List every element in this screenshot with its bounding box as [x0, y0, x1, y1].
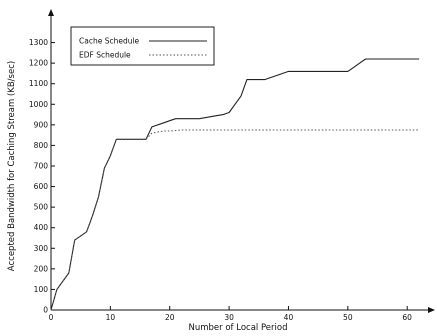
y-ticks: 0 100 200 300 400 500 600 700 800 900 1000 1100 1200…	[29, 38, 55, 315]
x-tick-label: 0	[49, 313, 54, 322]
y-axis-arrow-icon	[48, 9, 54, 16]
legend-box	[70, 26, 215, 66]
x-axis-arrow-icon	[428, 307, 435, 313]
y-tick-label: 400	[34, 223, 49, 232]
x-tick-label: 10	[106, 313, 116, 322]
y-tick-label: 1000	[29, 100, 48, 109]
x-tick-label: 40	[284, 313, 294, 322]
y-tick-label: 500	[34, 203, 49, 212]
x-tick-label: 30	[224, 313, 234, 322]
x-axis-title: Number of Local Period	[189, 323, 288, 333]
y-tick-label: 800	[34, 141, 49, 150]
legend-label-cache-schedule: Cache Schedule	[79, 37, 140, 46]
y-axis-title: Accepted Bandwidth for Caching Stream (K…	[7, 61, 17, 271]
y-tick-label: 1200	[29, 59, 48, 68]
y-tick-label: 300	[34, 244, 49, 253]
legend: Cache Schedule EDF Schedule	[70, 26, 215, 66]
legend-label-edf-schedule: EDF Schedule	[79, 51, 131, 60]
y-tick-label: 900	[34, 120, 49, 129]
y-tick-label: 1300	[29, 38, 48, 47]
x-ticks: 0 10 20 30 40 50 60	[49, 306, 412, 322]
x-tick-label: 50	[343, 313, 353, 322]
series-layer	[50, 58, 420, 311]
axes	[48, 9, 435, 313]
y-tick-label: 700	[34, 162, 49, 171]
series-line-cache-schedule	[50, 58, 420, 311]
y-tick-label: 200	[34, 264, 49, 273]
x-tick-label: 60	[402, 313, 412, 322]
y-tick-label: 1100	[29, 79, 48, 88]
y-tick-label: 100	[34, 285, 49, 294]
y-tick-label: 600	[34, 182, 49, 191]
x-tick-label: 20	[165, 313, 175, 322]
y-tick-label: 0	[43, 306, 48, 315]
series-line-edf-schedule	[50, 129, 420, 311]
